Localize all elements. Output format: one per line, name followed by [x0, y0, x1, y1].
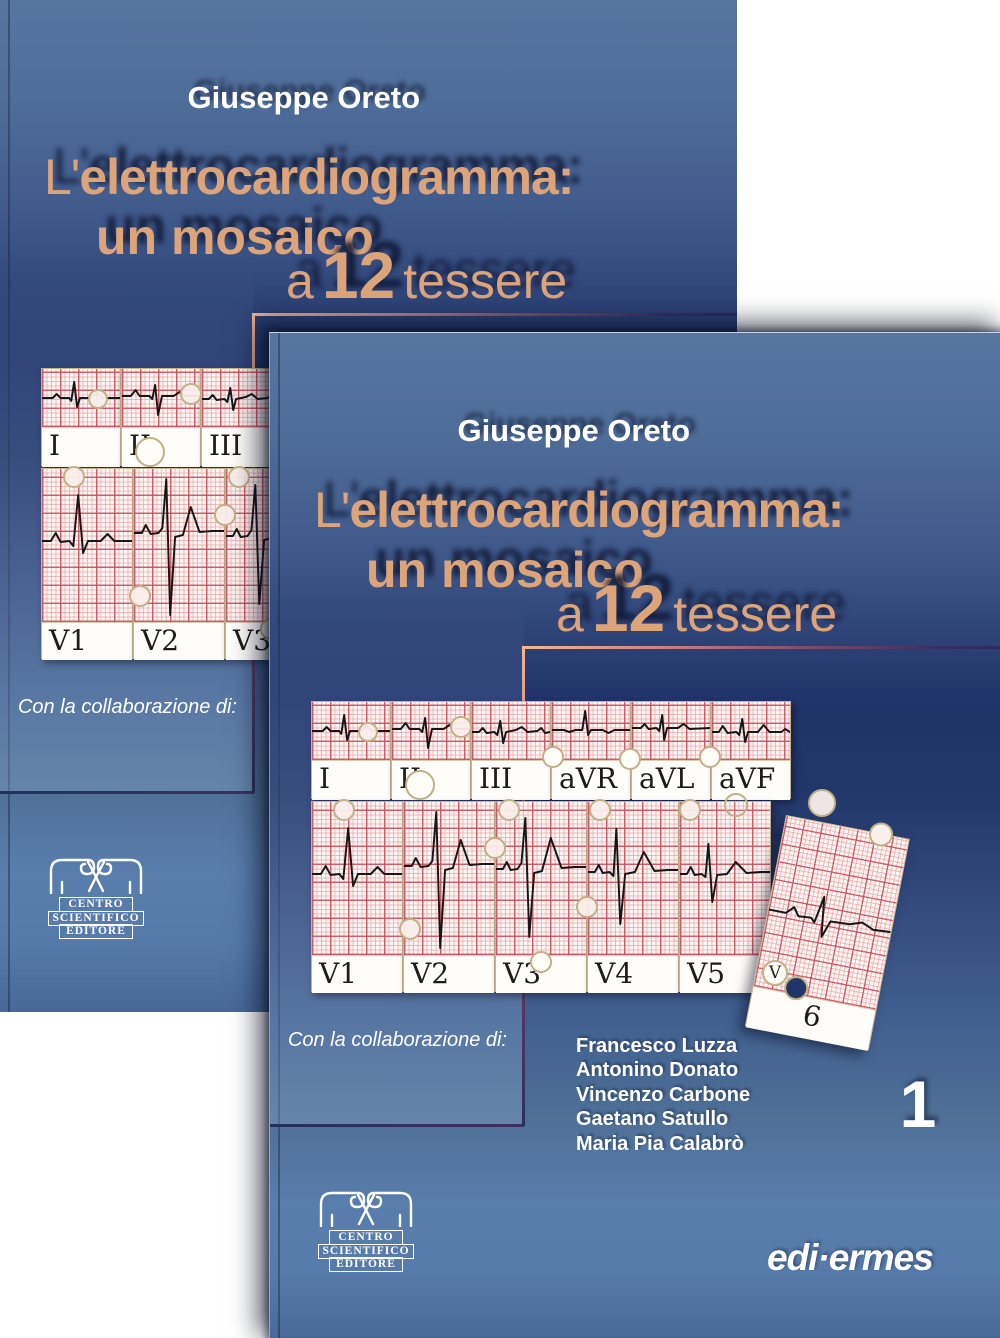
publisher-logo: edi·ermes	[767, 1237, 934, 1278]
author-name: Giuseppe Oreto	[187, 80, 420, 115]
collaborator-name: Gaetano Satullo	[576, 1108, 729, 1131]
puzzle-knob-icon	[542, 746, 564, 768]
title-line3-number: 12	[591, 571, 666, 645]
title-line-1: L'elettrocardiogramma:	[44, 149, 575, 205]
accent-corner-line-horizontal	[525, 646, 1000, 649]
title-line-2: un mosaico	[96, 209, 374, 265]
centro-scientifico-logo: CENTRO SCIENTIFICO EDITORE	[317, 1189, 415, 1273]
title-line-2: un mosaico	[366, 542, 644, 598]
ecg-lead-label: aVR	[552, 760, 630, 800]
ecg-trace	[712, 718, 790, 743]
puzzle-knob-icon	[576, 896, 598, 918]
ecg-lead-label: aVF	[712, 760, 790, 800]
ecg-lead-label: V4	[588, 955, 678, 993]
ecg-trace	[680, 843, 770, 903]
title-line-3: a 12 tessere	[286, 242, 567, 308]
ecg-grid	[632, 702, 710, 760]
puzzle-knob-icon	[866, 820, 896, 849]
ecg-lead-label: V5	[680, 955, 770, 993]
title-line-3: a 12 tessere	[556, 575, 837, 641]
panel-bottom-border	[0, 791, 254, 794]
ecg-lead-label: 6	[745, 985, 876, 1051]
author-name: Giuseppe Oreto	[457, 413, 690, 448]
ecg-trace	[588, 828, 678, 925]
collaboration-label: Con la collaborazione di:	[287, 1029, 507, 1051]
ecg-lead-label: aVL	[632, 760, 710, 800]
ecg-piece: V5	[679, 801, 771, 993]
ecg-piece: aVF	[711, 701, 791, 800]
accent-corner-line-horizontal	[255, 313, 737, 316]
title-line3-a: a	[286, 253, 314, 309]
puzzle-knob-icon	[724, 793, 748, 817]
ecg-grid	[753, 816, 909, 1010]
logo-text-scientifico: SCIENTIFICO	[48, 910, 144, 926]
ecg-piece: V4	[587, 801, 679, 993]
puzzle-notch-icon	[782, 974, 811, 1003]
panel-highlight	[270, 333, 524, 1126]
title-colon: :	[557, 149, 575, 205]
detached-puzzle-piece: 6	[744, 815, 910, 1051]
ecg-piece: aVL	[631, 701, 711, 800]
puzzle-knob-icon	[679, 799, 701, 821]
puzzle-knob-icon	[530, 951, 552, 973]
title-line3-number: 12	[321, 238, 396, 312]
ecg-grid	[552, 702, 630, 760]
panel-bottom-border	[270, 1124, 524, 1127]
title-main-word: elettrocardiogramma	[79, 149, 558, 205]
puzzle-knob-icon	[808, 789, 836, 817]
logo-text-centro: CENTRO	[329, 1230, 403, 1246]
puzzle-knob-icon	[619, 748, 641, 770]
cover-spine-line	[8, 0, 10, 1012]
collaborator-name: Antonino Donato	[576, 1059, 739, 1082]
puzzle-knob-icon: V	[762, 960, 788, 986]
title-prefix: L'	[44, 149, 80, 205]
logo-text-editore: EDITORE	[59, 924, 133, 940]
title-line3-b: tessere	[403, 253, 568, 309]
ecg-grid	[712, 702, 790, 760]
collaborator-name: Maria Pia Calabrò	[576, 1132, 744, 1155]
title-line-1: L'elettrocardiogramma:	[314, 482, 845, 538]
panel-highlight	[0, 0, 254, 793]
logo-text-editore: EDITORE	[329, 1257, 403, 1273]
title-colon: :	[827, 482, 845, 538]
collaborator-name: Francesco Luzza	[576, 1035, 738, 1057]
cover-spine-line	[278, 333, 280, 1338]
title-line3-b: tessere	[673, 586, 838, 642]
elephants-icon	[49, 858, 143, 895]
front-volume-cover: Giuseppe Oreto L'elettrocardiogramma: un…	[269, 332, 1000, 1338]
ecg-trace	[552, 710, 630, 736]
accent-corner-line-vertical	[252, 313, 255, 793]
logo-text-scientifico: SCIENTIFICO	[318, 1243, 414, 1259]
ecg-trace	[632, 714, 710, 741]
puzzle-knob-icon	[589, 799, 611, 821]
accent-corner-line-vertical	[522, 646, 525, 1126]
ecg-grid	[680, 802, 770, 955]
volume-number-badge: 1	[899, 1067, 937, 1141]
ecg-trace	[768, 895, 891, 939]
collaborator-name: Vincenzo Carbone	[576, 1083, 751, 1106]
elephants-icon	[319, 1191, 413, 1228]
centro-scientifico-logo: CENTRO SCIENTIFICO EDITORE	[47, 856, 145, 940]
logo-text-centro: CENTRO	[59, 897, 133, 913]
puzzle-knob-icon	[699, 746, 721, 768]
title-prefix: L'	[314, 482, 350, 538]
collaboration-label: Con la collaborazione di:	[17, 696, 237, 718]
ecg-piece: aVR	[551, 701, 631, 800]
title-main-word: elettrocardiogramma	[349, 482, 828, 538]
title-line3-a: a	[556, 586, 584, 642]
ecg-grid	[588, 802, 678, 955]
